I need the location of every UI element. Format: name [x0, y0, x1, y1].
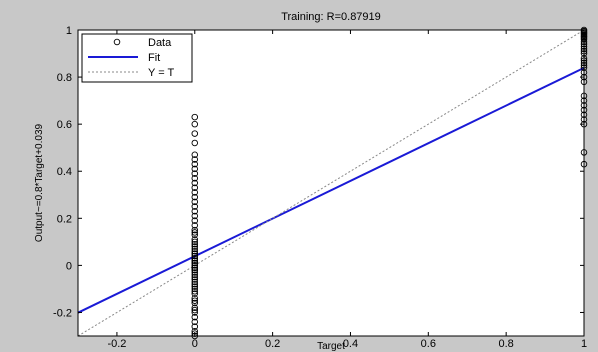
data-point: [191, 264, 199, 271]
data-point: [191, 184, 199, 191]
legend-label-fit: Fit: [148, 52, 160, 64]
data-point: [191, 252, 199, 260]
fit-line: [77, 66, 585, 314]
data-point: [191, 250, 199, 257]
data-point: [191, 170, 199, 177]
data-point: [191, 283, 199, 290]
y-tick-label: 0.2: [57, 213, 72, 225]
data-point: [191, 151, 199, 159]
data-point: [191, 238, 199, 246]
data-point: [191, 231, 199, 239]
x-tick-label: 0.2: [265, 338, 280, 350]
data-point: [191, 240, 199, 248]
data-point: [191, 309, 199, 316]
chart-title: Training: R=0.87919: [281, 11, 381, 23]
x-tick-label: 0.8: [499, 338, 514, 350]
legend: Data Fit Y = T: [81, 33, 193, 83]
x-tick-label: -0.2: [107, 338, 126, 350]
y-tick-label: 0.8: [57, 72, 72, 84]
data-point: [191, 207, 199, 215]
data-point: [191, 280, 199, 288]
data-point: [191, 189, 199, 196]
data-point: [191, 323, 199, 330]
legend-data-marker: [113, 38, 121, 46]
data-point: [191, 212, 199, 220]
y-tick-label: 0: [66, 260, 72, 272]
data-point: [191, 278, 199, 286]
data-point: [191, 262, 199, 269]
plot-frame: [77, 29, 585, 337]
y-axis-label: Output~=0.8*Target+0.039: [34, 123, 45, 242]
data-point: [191, 139, 199, 147]
data-point: [191, 222, 199, 229]
y-tick-label: 0.6: [57, 119, 72, 131]
data-point: [191, 245, 199, 253]
data-point: [191, 290, 199, 297]
data-point: [191, 269, 199, 276]
data-point: [191, 217, 199, 224]
data-point: [191, 243, 199, 250]
data-point: [191, 113, 199, 121]
data-point: [191, 297, 199, 304]
x-tick-label: 0.4: [343, 338, 358, 350]
x-tick-label: 1: [581, 338, 587, 350]
data-point: [191, 255, 199, 262]
legend-label-data: Data: [148, 37, 172, 49]
data-point: [191, 276, 199, 283]
data-point: [191, 288, 199, 295]
axis-ticks: -0.2 0 0.2 0.4 0.6 0.8 1 -0.2 0 0.2 0.4 0.6 0.8 1: [53, 25, 587, 350]
data-point: [191, 160, 199, 168]
legend-label-identity: Y = T: [148, 67, 174, 79]
data-point: [191, 130, 199, 137]
data-point: [191, 271, 199, 279]
data-point: [191, 226, 199, 234]
data-point: [191, 299, 199, 307]
x-tick-label: 0: [192, 338, 198, 350]
data-point: [191, 304, 199, 312]
data-point: [191, 198, 199, 206]
data-point: [191, 257, 199, 264]
x-tick-label: 0.6: [421, 338, 436, 350]
data-point: [191, 179, 199, 187]
data-point: [191, 273, 199, 281]
data-point: [191, 175, 199, 182]
data-point: [191, 236, 199, 243]
data-point: [191, 266, 199, 274]
data-point: [191, 229, 199, 236]
identity-line: [77, 29, 585, 337]
data-point: [191, 120, 199, 128]
data-point: [191, 165, 199, 173]
data-point: [191, 313, 199, 321]
data-point: [191, 248, 199, 255]
data-point: [191, 295, 199, 302]
data-point: [191, 193, 199, 201]
x-axis-label: Target: [317, 341, 345, 352]
data-point: [191, 306, 199, 314]
data-point: [191, 318, 199, 326]
y-tick-label: 0.4: [57, 166, 72, 178]
data-point: [191, 156, 199, 163]
y-tick-label: 1: [66, 25, 72, 37]
y-tick-label: -0.2: [53, 307, 72, 319]
data-point: [191, 203, 199, 210]
data-point: [191, 285, 199, 293]
data-point: [191, 259, 199, 267]
